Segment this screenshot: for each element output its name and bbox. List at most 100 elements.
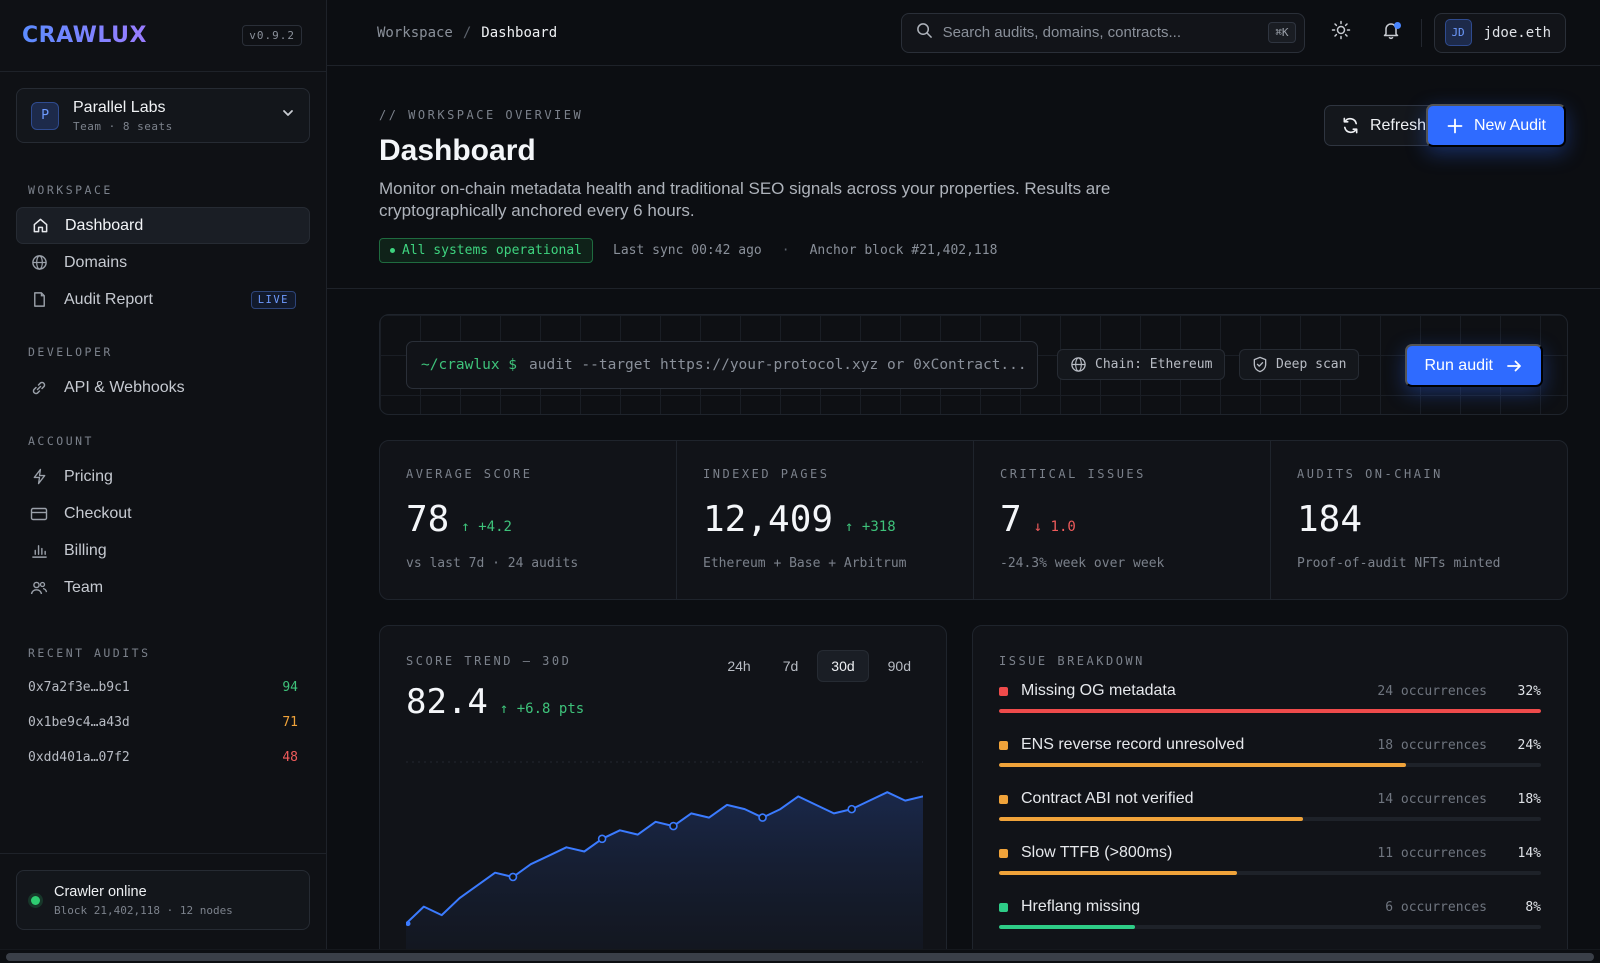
issue-progress-fill xyxy=(999,817,1303,821)
stat-card-indexed-pages[interactable]: INDEXED PAGES 12,409 ↑ +318 Ethereum + B… xyxy=(677,441,974,599)
sidebar-footer: Crawler online Block 21,402,118 · 12 nod… xyxy=(0,853,326,963)
crawler-title: Crawler online xyxy=(54,883,147,900)
tab-30d[interactable]: 30d xyxy=(817,650,869,682)
chart-data-point[interactable] xyxy=(406,921,411,927)
issue-row[interactable]: Missing OG metadata 24 occurrences 32% xyxy=(999,680,1541,720)
sidebar-item-label: Audit Report xyxy=(64,290,153,308)
breadcrumb-root[interactable]: Workspace xyxy=(377,24,453,41)
new-audit-button[interactable]: New Audit xyxy=(1425,104,1566,147)
issue-progress-fill xyxy=(999,925,1135,929)
deep-scan-label: Deep scan xyxy=(1276,357,1347,372)
audit-command-input[interactable]: ~/crawlux $ audit --target https://your-… xyxy=(406,341,1038,389)
refresh-button[interactable]: Refresh xyxy=(1323,105,1443,146)
sidebar-item-label: Billing xyxy=(64,541,107,559)
deep-scan-toggle[interactable]: Deep scan xyxy=(1239,349,1360,380)
sidebar-item-api-webhooks[interactable]: API & Webhooks xyxy=(16,369,310,406)
recent-audit-address: 0x7a2f3e…b9c1 xyxy=(28,680,130,695)
sidebar-item-billing[interactable]: Billing xyxy=(16,532,310,569)
overview-label: // WORKSPACE OVERVIEW xyxy=(379,108,584,122)
issue-name: Slow TTFB (>800ms) xyxy=(1021,844,1173,861)
sun-icon xyxy=(1331,20,1351,45)
horizontal-scrollbar[interactable] xyxy=(0,949,1600,963)
stat-value: 12,409 xyxy=(703,499,834,540)
team-switcher[interactable]: P Parallel Labs Team · 8 seats xyxy=(16,88,310,143)
issue-row[interactable]: Hreflang missing 6 occurrences 8% xyxy=(999,896,1541,936)
user-menu[interactable]: JD jdoe.eth xyxy=(1433,12,1566,53)
recent-audit-score: 48 xyxy=(282,750,298,765)
issue-occurrences: 18 occurrences xyxy=(1377,737,1487,753)
issue-color-swatch xyxy=(999,902,1008,912)
card-label: ISSUE BREAKDOWN xyxy=(999,654,1145,668)
tab-90d[interactable]: 90d xyxy=(887,658,911,674)
chart-data-point[interactable] xyxy=(847,804,856,814)
crawler-subtitle: Block 21,402,118 · 12 nodes xyxy=(54,903,233,917)
divider xyxy=(327,288,1600,289)
run-audit-button[interactable]: Run audit xyxy=(1404,344,1543,387)
section-label-developer: DEVELOPER xyxy=(28,345,113,359)
breadcrumb-current: Dashboard xyxy=(481,24,558,41)
stat-card-audits-on-chain[interactable]: AUDITS ON-CHAIN 184 Proof-of-audit NFTs … xyxy=(1271,441,1567,599)
recent-audit-score: 94 xyxy=(282,680,298,695)
sidebar-item-domains[interactable]: Domains xyxy=(16,244,310,281)
stat-value-row: 7 ↓ 1.0 xyxy=(1000,499,1270,540)
recent-audit-item[interactable]: 0x7a2f3e…b9c1 94 xyxy=(28,670,298,705)
brand-logo[interactable]: CRAWLUX xyxy=(22,23,147,48)
card-label: SCORE TREND — 30D xyxy=(406,654,572,668)
notifications-button[interactable] xyxy=(1371,13,1411,53)
stat-subtitle: vs last 7d · 24 audits xyxy=(406,556,579,571)
sidebar-item-label: Checkout xyxy=(64,504,132,522)
stat-card-average-score[interactable]: AVERAGE SCORE 78 ↑ +4.2 vs last 7d · 24 … xyxy=(380,441,677,599)
trend-value: 82.4 xyxy=(406,682,488,722)
sidebar-item-checkout[interactable]: Checkout xyxy=(16,495,310,532)
top-bar: Workspace / Dashboard Search audits, domai… xyxy=(327,0,1600,66)
trend-value-row: 82.4 ↑ +6.8 pts xyxy=(406,682,584,722)
recent-audit-address: 0x1be9c4…a43d xyxy=(28,715,130,730)
issue-breakdown-card: ISSUE BREAKDOWN Missing OG metadata 24 oc… xyxy=(972,625,1568,963)
issue-row-header: Contract ABI not verified 14 occurrences 1… xyxy=(999,788,1541,810)
chain-selector[interactable]: Chain: Ethereum xyxy=(1057,349,1226,380)
chart-data-point[interactable] xyxy=(597,834,607,844)
status-dot xyxy=(390,248,395,253)
stat-label: CRITICAL ISSUES xyxy=(1000,467,1146,481)
user-name: jdoe.eth xyxy=(1483,24,1551,41)
crawler-info: Crawler online Block 21,402,118 · 12 nod… xyxy=(54,884,233,917)
issue-progress-track xyxy=(999,817,1541,821)
search-input[interactable]: Search audits, domains, contracts... ⌘K xyxy=(900,12,1305,53)
tab-24h[interactable]: 24h xyxy=(727,658,751,674)
theme-toggle-button[interactable] xyxy=(1321,13,1361,53)
sidebar-item-audit-report[interactable]: Audit Report LIVE xyxy=(16,281,310,318)
issue-row[interactable]: Contract ABI not verified 14 occurrences 1… xyxy=(999,788,1541,828)
sidebar-item-dashboard[interactable]: Dashboard xyxy=(16,207,310,244)
refresh-icon xyxy=(1341,116,1360,135)
card-icon xyxy=(30,505,48,523)
issue-occurrences: 6 occurrences xyxy=(1385,899,1487,915)
stat-card-critical-issues[interactable]: CRITICAL ISSUES 7 ↓ 1.0 -24.3% week over… xyxy=(974,441,1271,599)
tab-7d[interactable]: 7d xyxy=(782,658,799,674)
shield-icon xyxy=(1252,356,1268,373)
recent-audit-item[interactable]: 0xdd401a…07f2 48 xyxy=(28,740,298,775)
issue-occurrences: 24 occurrences xyxy=(1377,683,1487,699)
refresh-label: Refresh xyxy=(1369,116,1426,134)
crawler-status-card[interactable]: Crawler online Block 21,402,118 · 12 nod… xyxy=(16,870,310,930)
scrollbar-thumb[interactable] xyxy=(6,953,1594,961)
issue-color-swatch xyxy=(999,686,1008,696)
status-badge: All systems operational xyxy=(379,238,594,263)
recent-audit-item[interactable]: 0x1be9c4…a43d 71 xyxy=(28,705,298,740)
issue-row[interactable]: ENS reverse record unresolved 18 occurren… xyxy=(999,734,1541,774)
issue-color-swatch xyxy=(999,794,1008,804)
version-badge: v0.9.2 xyxy=(242,25,302,46)
breadcrumb-separator: / xyxy=(462,24,472,41)
issue-row[interactable]: Slow TTFB (>800ms) 11 occurrences 14% xyxy=(999,842,1541,882)
issue-name: Hreflang missing xyxy=(1021,898,1141,915)
sidebar-item-pricing[interactable]: Pricing xyxy=(16,458,310,495)
stat-subtitle: Ethereum + Base + Arbitrum xyxy=(703,556,907,571)
chart-data-point[interactable] xyxy=(669,821,678,831)
sidebar-item-team[interactable]: Team xyxy=(16,569,310,606)
chart-data-point[interactable] xyxy=(508,872,518,882)
chart-data-point[interactable] xyxy=(758,813,767,822)
audit-command-panel: ~/crawlux $ audit --target https://your-… xyxy=(379,314,1568,415)
team-avatar: P xyxy=(31,101,59,130)
breadcrumb: Workspace / Dashboard xyxy=(377,25,901,41)
page-description: Monitor on-chain metadata health and tra… xyxy=(379,179,1111,220)
stat-label: INDEXED PAGES xyxy=(703,467,830,481)
